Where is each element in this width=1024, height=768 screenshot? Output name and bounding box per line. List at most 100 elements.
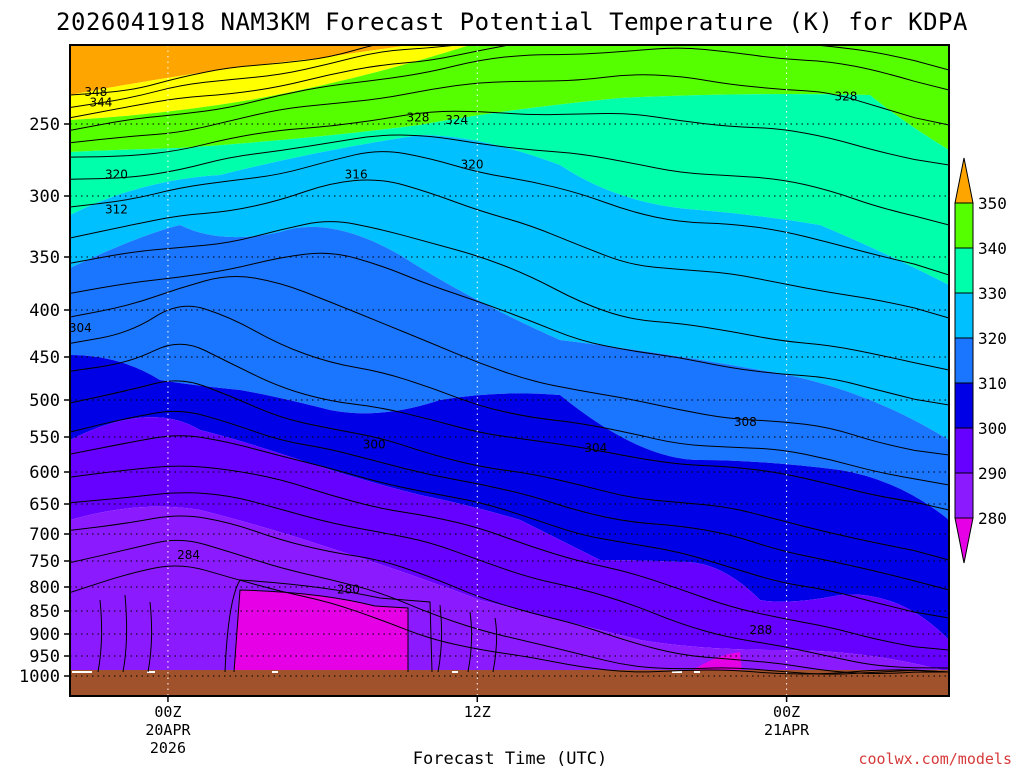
colorbar-label: 280 xyxy=(978,509,1007,528)
colorbar-label: 290 xyxy=(978,464,1007,483)
y-tick-label: 350 xyxy=(29,248,60,268)
colorbar-bottom-triangle xyxy=(954,517,974,564)
isentrope-line xyxy=(122,594,128,673)
contour-label: 320 xyxy=(461,157,484,171)
theta-band-fill xyxy=(70,45,949,152)
chart-title: 2026041918 NAM3KM Forecast Potential Tem… xyxy=(56,8,968,36)
isentrope-line xyxy=(97,599,103,673)
y-tick-label: 850 xyxy=(29,602,60,622)
colorbar-swatch xyxy=(954,427,974,474)
x-tick-label: 00Z xyxy=(154,703,181,721)
isentrope-line xyxy=(70,539,949,675)
isentrope-line xyxy=(492,617,498,673)
isentrope-line xyxy=(70,134,949,226)
isentrope-line xyxy=(224,579,433,673)
ground-marker xyxy=(694,671,700,673)
colorbar-label: 320 xyxy=(978,329,1007,348)
colorbar-label: 340 xyxy=(978,239,1007,258)
ground-marker xyxy=(72,671,92,673)
isentrope-line xyxy=(233,589,409,673)
y-tick-label: 550 xyxy=(29,428,60,448)
x-axis: 00Z20APR202612Z00Z21APR12Z00Z22APR xyxy=(145,696,810,757)
colorbar-swatch xyxy=(954,292,974,339)
ground-marker xyxy=(452,671,458,673)
x-tick-label: 20APR xyxy=(145,721,191,739)
y-tick-label: 950 xyxy=(29,647,60,667)
theta-band-fill xyxy=(70,417,949,672)
y-tick-label: 500 xyxy=(29,391,60,411)
y-tick-label: 700 xyxy=(29,525,60,545)
contour-label: 308 xyxy=(734,415,757,429)
colorbar-swatch xyxy=(954,337,974,384)
contour-label: 280 xyxy=(337,582,360,596)
contour-label: 304 xyxy=(584,441,607,455)
contour-label: 324 xyxy=(445,113,468,127)
y-tick-label: 900 xyxy=(29,625,60,645)
colorbar-swatch xyxy=(954,472,974,519)
y-tick-label: 650 xyxy=(29,495,60,515)
isentrope-line xyxy=(70,45,462,108)
colorbar-label: 300 xyxy=(978,419,1007,438)
isentrope-line xyxy=(70,515,949,674)
x-tick-label: 12Z xyxy=(464,703,491,721)
isentrope-line xyxy=(70,45,378,96)
y-tick-label: 450 xyxy=(29,348,60,368)
colorbar-swatch xyxy=(954,382,974,429)
colorbar-label: 310 xyxy=(978,374,1007,393)
theta-band-fill xyxy=(70,135,949,440)
ground-marker xyxy=(147,671,155,673)
isentrope-line xyxy=(70,252,949,406)
isentrope-line xyxy=(70,565,949,675)
ground-marker xyxy=(672,671,682,673)
contour-label: 348 xyxy=(84,85,107,99)
colorbar: 350 340 330 320 310 300 290 280 xyxy=(954,157,1007,564)
contour-labels: 3483443283243283323283243203203163123203… xyxy=(69,85,857,637)
isentrope-line xyxy=(70,410,949,591)
plot-area xyxy=(70,45,949,696)
theta-band-fill xyxy=(70,45,470,120)
x-tick-label: 21APR xyxy=(764,721,810,739)
x-tick-label: 2026 xyxy=(150,739,186,757)
credit-text: coolwx.com/models xyxy=(858,750,1012,768)
y-tick-label: 400 xyxy=(29,301,60,321)
ground-marker xyxy=(272,671,278,673)
isentrope-line xyxy=(70,47,949,131)
isentrope-line xyxy=(467,611,473,673)
isentrope-line xyxy=(70,380,949,561)
plot-frame xyxy=(69,44,950,697)
theta-band-fill xyxy=(70,225,949,520)
isentrope-line xyxy=(70,305,949,486)
isentrope-line xyxy=(147,601,153,673)
theta-band-fill xyxy=(70,45,410,95)
contour-label: 344 xyxy=(89,95,112,109)
isentrope-line xyxy=(70,110,949,166)
contour-label: 328 xyxy=(834,90,857,104)
x-tick-label: 00Z xyxy=(773,703,800,721)
y-tick-label: 1000 xyxy=(19,667,60,687)
colorbar-label: 330 xyxy=(978,284,1007,303)
y-tick-label: 800 xyxy=(29,578,60,598)
contour-label: 320 xyxy=(105,167,128,181)
isentrope-line xyxy=(70,151,949,276)
isentrope-line xyxy=(70,74,949,144)
contour-label: 328 xyxy=(407,110,430,124)
contour-label: 304 xyxy=(69,321,92,335)
y-tick-label: 250 xyxy=(29,115,60,135)
y-tick-label: 300 xyxy=(29,187,60,207)
y-tick-label: 600 xyxy=(29,463,60,483)
contour-lines xyxy=(70,45,949,675)
contour-label: 288 xyxy=(749,623,772,637)
colorbar-top-triangle xyxy=(954,157,974,204)
y-axis: 250 300 350 400 450 500 550 600 650 700 750 800 850 9… xyxy=(19,115,70,687)
isentrope-line xyxy=(70,276,949,456)
theta-band-fill xyxy=(70,355,949,640)
isentrope-line xyxy=(70,343,949,511)
theta-band-fill xyxy=(234,590,408,672)
colorbar-swatch xyxy=(954,202,974,249)
gridlines xyxy=(70,45,949,696)
contour-label: 312 xyxy=(105,202,128,216)
contour-label: 284 xyxy=(177,548,200,562)
isentrope-line xyxy=(70,465,949,651)
theta-band-fill xyxy=(70,94,949,285)
